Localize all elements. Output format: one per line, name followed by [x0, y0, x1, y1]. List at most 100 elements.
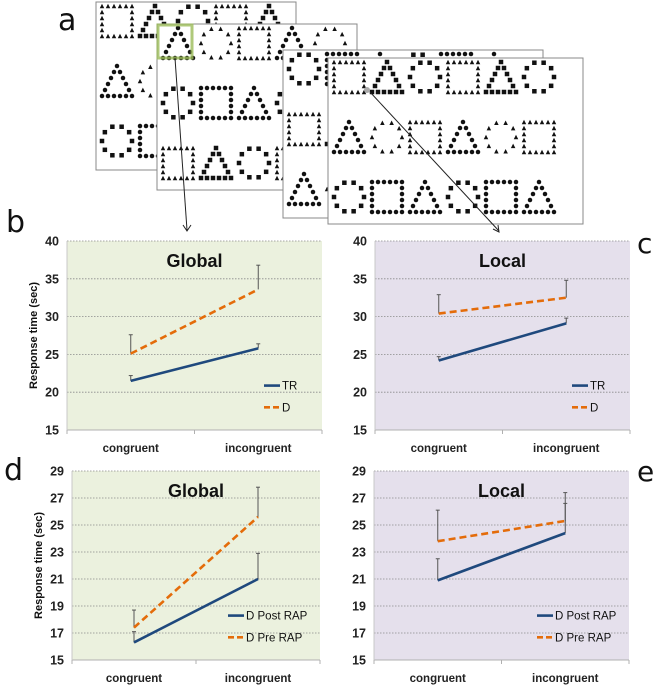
local-triangle-icon	[198, 40, 204, 46]
navon-figure	[99, 124, 135, 158]
local-circle-icon	[298, 201, 304, 207]
local-triangle-icon	[361, 71, 367, 77]
local-triangle-icon	[437, 137, 443, 143]
local-square-icon	[410, 83, 416, 89]
local-circle-icon	[254, 91, 260, 97]
local-square-icon	[219, 157, 225, 163]
local-square-icon	[510, 83, 516, 89]
local-triangle-icon	[486, 143, 492, 149]
local-square-icon	[210, 175, 216, 181]
local-triangle-icon	[160, 151, 166, 157]
local-circle-icon	[527, 209, 533, 215]
local-triangle-icon	[521, 119, 527, 125]
local-circle-icon	[137, 141, 143, 147]
local-square-icon	[201, 169, 207, 175]
local-triangle-icon	[349, 59, 355, 65]
navon-figure	[445, 119, 481, 155]
local-circle-icon	[149, 123, 155, 129]
local-square-icon	[437, 74, 443, 80]
y-tick-label: 17	[50, 627, 64, 641]
local-circle-icon	[381, 179, 387, 185]
local-triangle-icon	[407, 143, 413, 149]
local-triangle-icon	[172, 175, 178, 181]
local-triangle-icon	[343, 59, 349, 65]
local-triangle-icon	[316, 117, 322, 123]
local-circle-icon	[310, 189, 316, 195]
local-circle-icon	[137, 135, 143, 141]
local-triangle-icon	[437, 125, 443, 131]
local-square-icon	[541, 60, 546, 65]
local-square-icon	[390, 71, 396, 77]
local-triangle-icon	[304, 111, 310, 117]
local-square-icon	[551, 74, 557, 80]
local-triangle-icon	[533, 119, 539, 125]
local-circle-icon	[292, 201, 298, 207]
y-tick-label: 17	[352, 627, 366, 641]
y-tick-label: 23	[352, 546, 366, 560]
legend-label: D	[590, 402, 598, 414]
chart-title: Local	[479, 251, 526, 271]
local-square-icon	[507, 77, 513, 83]
local-triangle-icon	[483, 134, 489, 140]
local-circle-icon	[316, 201, 322, 207]
local-triangle-icon	[178, 175, 184, 181]
local-triangle-icon	[361, 59, 367, 65]
local-circle-icon	[422, 179, 428, 185]
local-circle-icon	[163, 49, 169, 55]
local-circle-icon	[377, 51, 383, 57]
local-circle-icon	[513, 179, 519, 185]
local-square-icon	[331, 194, 337, 200]
local-square-icon	[489, 77, 495, 83]
local-triangle-icon	[445, 59, 451, 65]
local-square-icon	[342, 209, 347, 214]
local-circle-icon	[228, 91, 234, 97]
local-triangle-icon	[339, 31, 345, 37]
local-square-icon	[163, 91, 169, 97]
navon-figure	[407, 119, 443, 155]
local-triangle-icon	[469, 89, 475, 95]
local-triangle-icon	[274, 145, 280, 151]
local-triangle-icon	[160, 169, 166, 175]
local-triangle-icon	[551, 125, 557, 131]
local-triangle-icon	[254, 25, 260, 31]
local-square-icon	[256, 146, 261, 151]
local-triangle-icon	[372, 125, 378, 131]
local-triangle-icon	[190, 163, 196, 169]
local-circle-icon	[111, 69, 117, 75]
local-square-icon	[387, 89, 393, 95]
local-square-icon	[187, 91, 193, 97]
local-circle-icon	[438, 51, 444, 57]
local-circle-icon	[381, 209, 387, 215]
local-triangle-icon	[316, 111, 322, 117]
local-triangle-icon	[190, 157, 196, 163]
local-triangle-icon	[445, 71, 451, 77]
local-square-icon	[411, 52, 416, 57]
local-triangle-icon	[419, 119, 425, 125]
local-circle-icon	[399, 191, 405, 197]
local-triangle-icon	[242, 55, 248, 61]
y-tick-label: 40	[45, 235, 59, 249]
local-square-icon	[420, 52, 425, 57]
local-square-icon	[313, 57, 319, 63]
local-triangle-icon	[129, 33, 135, 39]
local-circle-icon	[331, 149, 337, 155]
local-circle-icon	[175, 25, 181, 31]
local-circle-icon	[483, 179, 489, 185]
local-circle-icon	[239, 109, 245, 115]
local-square-icon	[486, 83, 492, 89]
local-square-icon	[146, 15, 152, 21]
local-triangle-icon	[545, 119, 551, 125]
local-circle-icon	[469, 137, 475, 143]
local-square-icon	[507, 89, 513, 95]
navon-figure	[331, 119, 367, 155]
local-triangle-icon	[242, 25, 248, 31]
local-triangle-icon	[545, 149, 551, 155]
local-circle-icon	[172, 31, 178, 37]
local-triangle-icon	[225, 49, 231, 55]
local-triangle-icon	[209, 55, 214, 60]
local-triangle-icon	[274, 151, 280, 157]
local-square-icon	[263, 151, 269, 157]
local-square-icon	[277, 109, 283, 115]
y-tick-label: 21	[352, 573, 366, 587]
local-triangle-icon	[123, 33, 129, 39]
